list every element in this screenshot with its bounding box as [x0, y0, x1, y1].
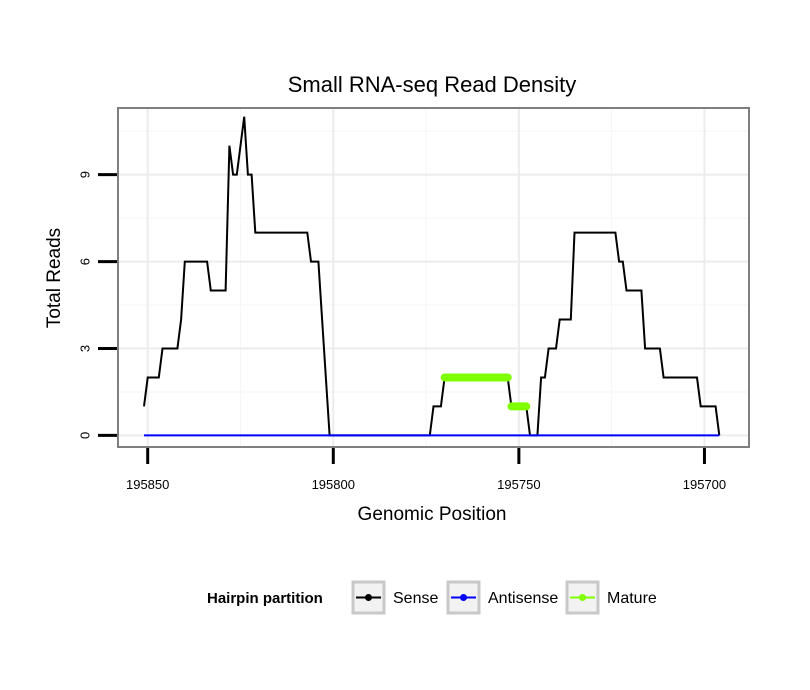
x-tick-label: 195750	[497, 477, 540, 492]
panel-border	[117, 107, 750, 448]
legend-marker-sense	[365, 594, 372, 601]
series-line-sense	[143, 116, 721, 437]
y-axis: 0 3 6 9	[77, 171, 117, 439]
y-tick-label: 6	[77, 258, 92, 265]
plot-panel	[117, 107, 750, 448]
legend-label-sense: Sense	[393, 590, 438, 607]
x-axis-title: Genomic Position	[358, 504, 507, 525]
legend-label-antisense: Antisense	[488, 590, 558, 607]
y-tick-label: 3	[77, 345, 92, 352]
legend-label-mature: Mature	[607, 590, 657, 607]
panel-background	[118, 108, 749, 447]
legend-marker-antisense	[460, 594, 467, 601]
y-tick-label: 9	[77, 171, 92, 178]
legend-item-mature: Mature	[565, 580, 657, 615]
legend-title: Hairpin partition	[207, 590, 323, 607]
legend-item-antisense: Antisense	[446, 580, 558, 615]
x-tick-label: 195700	[683, 477, 726, 492]
chart-title: Small RNA-seq Read Density	[288, 72, 577, 97]
y-axis-title: Total Reads	[44, 228, 65, 328]
series-layer	[143, 116, 721, 437]
x-tick-label: 195850	[126, 477, 169, 492]
legend-marker-mature	[579, 594, 586, 601]
legend-item-sense: Sense	[351, 580, 438, 615]
x-tick-label: 195800	[312, 477, 355, 492]
x-axis: 195850 195800 195750 195700	[126, 448, 726, 492]
legend: Hairpin partition Sense Antisense Mature	[207, 580, 657, 615]
y-tick-label: 0	[77, 432, 92, 439]
